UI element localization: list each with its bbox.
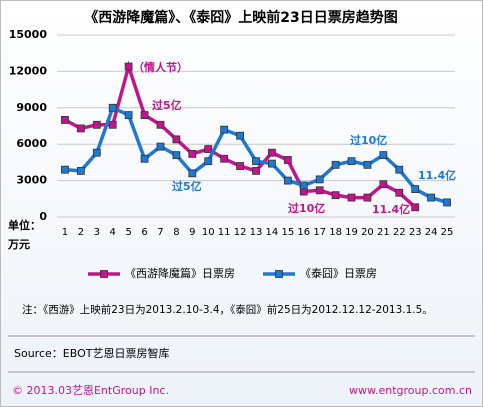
- marker: [236, 162, 244, 170]
- marker: [252, 166, 260, 175]
- marker: [379, 180, 388, 189]
- marker: [204, 157, 213, 166]
- x-tick-label: 9: [189, 227, 195, 238]
- marker: [124, 62, 133, 71]
- x-tick-label: 24: [425, 227, 438, 238]
- marker: [347, 157, 356, 166]
- annotation: （情人节）: [133, 60, 188, 74]
- annotation: 过10亿: [350, 133, 387, 147]
- marker: [188, 169, 197, 178]
- marker: [283, 176, 292, 185]
- marker: [92, 148, 101, 157]
- x-tick-label: 20: [361, 227, 374, 238]
- marker: [204, 145, 213, 153]
- x-tick-label: 5: [125, 227, 131, 238]
- y-tick-label: 12000: [9, 64, 48, 77]
- chart-title: 《西游降魔篇》、《泰囧》上映前23日日票房趋势图: [84, 9, 397, 26]
- legend-marker: [275, 270, 283, 278]
- marker: [379, 151, 388, 160]
- annotation: 过10亿: [288, 201, 325, 215]
- marker: [236, 131, 244, 140]
- marker: [61, 116, 69, 124]
- x-tick-label: 8: [173, 227, 179, 238]
- x-tick-label: 15: [281, 227, 294, 238]
- website: www.entgroup.com.cn: [349, 384, 472, 397]
- marker: [411, 203, 420, 212]
- x-tick-label: 13: [250, 227, 263, 238]
- x-tick-label: 3: [94, 227, 100, 238]
- x-tick-label: 4: [110, 227, 116, 238]
- x-tick-label: 22: [393, 227, 406, 238]
- x-tick-label: 1: [62, 227, 68, 238]
- marker: [61, 165, 69, 174]
- x-tick-label: 18: [329, 227, 342, 238]
- source: Source：EBOT艺恩日票房智库: [14, 346, 169, 360]
- marker: [220, 125, 229, 134]
- marker: [299, 181, 308, 190]
- y-unit: 万元: [7, 238, 30, 251]
- copyright: © 2013.03艺恩EntGroup Inc.: [12, 384, 169, 397]
- marker: [283, 156, 292, 164]
- marker: [268, 159, 276, 168]
- x-tick-label: 11: [218, 227, 231, 238]
- y-unit: 单位：: [8, 218, 41, 232]
- x-tick-label: 23: [409, 227, 422, 238]
- marker: [395, 188, 404, 197]
- marker: [220, 154, 229, 163]
- annotation: 11.4亿: [372, 202, 410, 216]
- y-tick-label: 15000: [9, 28, 48, 41]
- y-tick-label: 6000: [16, 137, 47, 150]
- marker: [140, 111, 149, 119]
- marker: [188, 150, 197, 158]
- marker: [108, 103, 117, 112]
- x-tick-label: 25: [441, 227, 454, 238]
- x-tick-label: 12: [234, 227, 247, 238]
- marker: [395, 165, 404, 174]
- x-tick-label: 7: [157, 227, 163, 238]
- marker: [315, 175, 324, 184]
- marker: [172, 135, 181, 144]
- marker: [363, 193, 372, 202]
- y-tick-label: 9000: [16, 101, 47, 114]
- marker: [363, 160, 372, 169]
- legend-label: 《泰囧》日票房: [300, 266, 377, 280]
- marker: [411, 185, 420, 193]
- legend-marker: [100, 270, 108, 278]
- marker: [76, 124, 85, 133]
- annotation: 过5亿: [172, 179, 202, 193]
- marker: [108, 120, 117, 129]
- annotation: 11.4亿: [418, 168, 456, 182]
- marker: [156, 120, 165, 129]
- marker: [92, 120, 101, 129]
- y-tick-label: 3000: [16, 174, 47, 187]
- marker: [347, 193, 356, 202]
- marker: [252, 157, 260, 166]
- marker: [331, 191, 340, 200]
- marker: [331, 160, 340, 169]
- y-tick-label: 0: [39, 210, 47, 223]
- x-tick-label: 16: [297, 227, 310, 238]
- x-tick-label: 21: [377, 227, 390, 238]
- marker: [315, 186, 324, 195]
- x-tick-label: 2: [78, 227, 84, 238]
- legend-label: 《西游降魔篇》日票房: [125, 266, 235, 280]
- marker: [268, 148, 276, 157]
- marker: [124, 111, 133, 119]
- x-tick-label: 10: [202, 227, 215, 238]
- x-tick-label: 14: [266, 227, 279, 238]
- marker: [140, 154, 149, 163]
- marker: [427, 193, 436, 202]
- marker: [76, 166, 85, 175]
- x-tick-label: 6: [141, 227, 147, 238]
- marker: [443, 198, 451, 207]
- marker: [156, 142, 165, 151]
- x-tick-label: 19: [345, 227, 358, 238]
- annotation: 过5亿: [152, 98, 182, 112]
- note: 注：《西游》上映前23日为2013.2.10-3.4，《泰囧》前25日为2012…: [22, 303, 433, 316]
- x-tick-label: 17: [313, 227, 326, 238]
- marker: [172, 151, 181, 160]
